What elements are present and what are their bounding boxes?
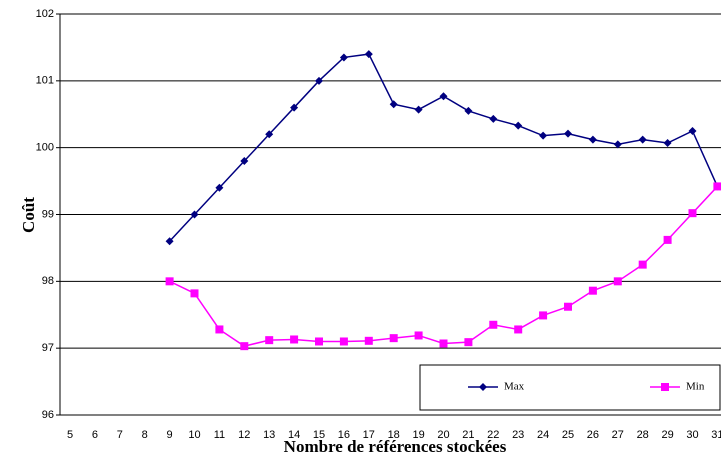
x-tick-label: 8 bbox=[142, 429, 148, 441]
marker bbox=[190, 289, 199, 298]
x-tick-label: 18 bbox=[388, 429, 400, 441]
legend: Max Min bbox=[419, 364, 721, 411]
marker bbox=[414, 105, 423, 114]
marker bbox=[564, 302, 572, 311]
legend-label: Min bbox=[686, 381, 705, 393]
marker bbox=[464, 106, 473, 115]
marker bbox=[339, 53, 348, 62]
marker bbox=[315, 76, 323, 85]
marker bbox=[265, 130, 274, 139]
marker bbox=[688, 126, 697, 135]
marker bbox=[539, 311, 548, 320]
y-axis-title: Coût bbox=[19, 197, 38, 233]
x-tick-label: 21 bbox=[462, 429, 474, 441]
y-tick-label: 99 bbox=[42, 208, 54, 220]
x-tick-label: 7 bbox=[117, 429, 123, 441]
x-tick-label: 10 bbox=[188, 429, 200, 441]
y-tick-label: 102 bbox=[36, 8, 54, 20]
x-tick-label: 22 bbox=[487, 429, 499, 441]
series-line bbox=[169, 185, 718, 347]
marker bbox=[364, 50, 373, 59]
x-tick-label: 6 bbox=[92, 429, 98, 441]
marker bbox=[339, 337, 348, 346]
marker bbox=[315, 337, 323, 346]
marker bbox=[389, 334, 398, 343]
marker bbox=[364, 336, 373, 345]
y-tick-label: 97 bbox=[42, 342, 54, 354]
x-axis-title: Nombre de références stockées bbox=[284, 437, 507, 456]
marker bbox=[439, 92, 448, 101]
x-tick-label: 28 bbox=[637, 429, 649, 441]
y-tick-label: 96 bbox=[42, 409, 54, 421]
marker bbox=[514, 121, 523, 130]
marker bbox=[638, 260, 647, 269]
marker bbox=[613, 140, 622, 149]
y-tick-label: 100 bbox=[36, 142, 54, 154]
marker bbox=[290, 335, 299, 344]
x-tick-label: 13 bbox=[263, 429, 275, 441]
x-tick-label: 26 bbox=[587, 429, 599, 441]
x-tick-label: 29 bbox=[661, 429, 673, 441]
marker bbox=[389, 100, 398, 109]
marker bbox=[713, 182, 721, 191]
x-tick-label: 25 bbox=[562, 429, 574, 441]
marker bbox=[539, 131, 548, 140]
marker bbox=[613, 277, 622, 286]
y-tick-label: 98 bbox=[42, 275, 54, 287]
marker bbox=[190, 210, 199, 219]
marker bbox=[165, 237, 174, 246]
x-tick-label: 19 bbox=[412, 429, 424, 441]
marker bbox=[240, 157, 249, 166]
marker bbox=[414, 331, 423, 340]
marker bbox=[564, 129, 572, 138]
x-tick-label: 23 bbox=[512, 429, 524, 441]
marker bbox=[588, 135, 597, 144]
marker bbox=[588, 286, 597, 295]
marker bbox=[215, 325, 224, 334]
marker bbox=[464, 338, 473, 347]
marker bbox=[489, 320, 498, 329]
marker bbox=[663, 138, 672, 147]
y-tick-label: 101 bbox=[36, 75, 54, 87]
x-tick-label: 27 bbox=[612, 429, 624, 441]
marker bbox=[240, 342, 249, 351]
marker bbox=[663, 235, 672, 244]
marker bbox=[688, 209, 697, 218]
marker bbox=[439, 339, 448, 348]
marker bbox=[215, 183, 224, 192]
x-tick-label: 31 bbox=[711, 429, 721, 441]
marker bbox=[479, 383, 487, 391]
marker bbox=[290, 103, 299, 112]
legend-label: Max bbox=[504, 381, 525, 393]
x-tick-label: 16 bbox=[338, 429, 350, 441]
marker bbox=[661, 383, 669, 391]
x-tick-label: 9 bbox=[167, 429, 173, 441]
marker bbox=[165, 277, 174, 286]
marker bbox=[265, 336, 274, 345]
x-tick-label: 20 bbox=[437, 429, 449, 441]
x-tick-label: 14 bbox=[288, 429, 300, 441]
marker bbox=[514, 325, 523, 334]
x-tick-label: 30 bbox=[686, 429, 698, 441]
x-tick-label: 24 bbox=[537, 429, 549, 441]
x-tick-label: 17 bbox=[363, 429, 375, 441]
x-tick-label: 15 bbox=[313, 429, 325, 441]
x-tick-label: 12 bbox=[238, 429, 250, 441]
x-tick-label: 5 bbox=[67, 429, 73, 441]
x-tick-label: 11 bbox=[214, 429, 225, 441]
marker bbox=[638, 135, 647, 144]
marker bbox=[489, 114, 498, 123]
